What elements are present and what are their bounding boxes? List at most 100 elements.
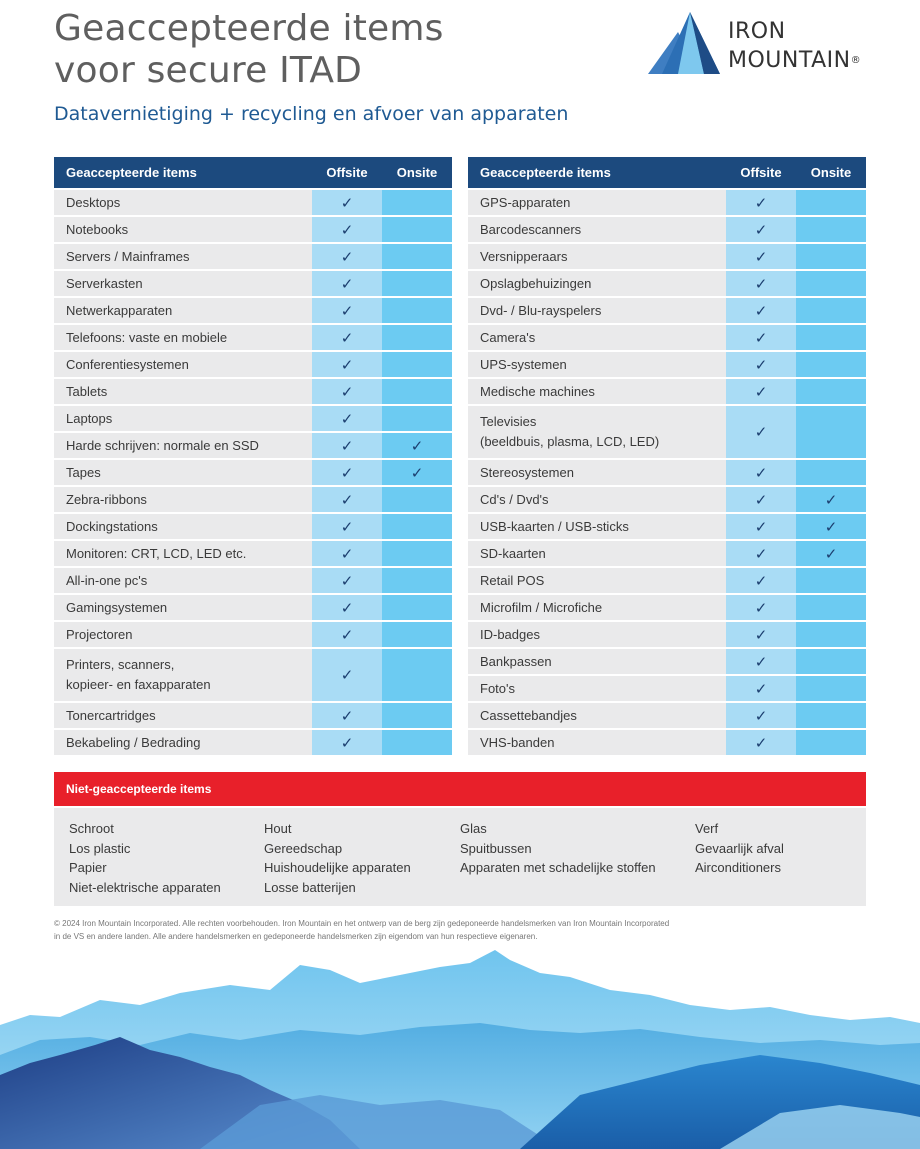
item-name-text: Versnipperaars xyxy=(480,247,567,267)
page-title: Geaccepteerde items voor secure ITAD xyxy=(54,8,444,92)
item-name: Foto's xyxy=(468,676,726,701)
item-name-text: ID-badges xyxy=(480,625,540,645)
table-row: All-in-one pc's ✓ xyxy=(54,568,452,593)
not-accepted-item: Niet-elektrische apparaten xyxy=(69,880,221,896)
item-name-line1: SD-kaarten xyxy=(480,545,546,561)
not-accepted-list: Schroot Los plastic Papier Niet-elektrische… xyxy=(54,808,866,906)
item-name: Cd's / Dvd's xyxy=(468,487,726,512)
item-name: Tablets xyxy=(54,379,312,404)
onsite-cell xyxy=(382,352,452,377)
item-name: Microfilm / Microfiche xyxy=(468,595,726,620)
onsite-cell xyxy=(382,487,452,512)
item-name: Camera's xyxy=(468,325,726,350)
table-row: USB-kaarten / USB-sticks ✓ ✓ xyxy=(468,514,866,539)
copyright-notice: © 2024 Iron Mountain Incorporated. Alle … xyxy=(54,918,774,943)
item-name: GPS-apparaten xyxy=(468,190,726,215)
item-name: SD-kaarten xyxy=(468,541,726,566)
item-name: Harde schrijven: normale en SSD xyxy=(54,433,312,458)
checkmark-icon: ✓ xyxy=(754,598,768,617)
checkmark-icon: ✓ xyxy=(340,247,354,266)
checkmark-icon: ✓ xyxy=(754,544,768,563)
onsite-cell xyxy=(382,568,452,593)
table-row: Zebra-ribbons ✓ xyxy=(54,487,452,512)
logo-text: IRON MOUNTAIN® xyxy=(728,17,861,75)
offsite-cell: ✓ xyxy=(312,379,382,404)
onsite-cell xyxy=(796,244,866,269)
item-name-text: Retail POS xyxy=(480,571,544,591)
item-name-line1: Tonercartridges xyxy=(66,707,156,723)
checkmark-icon: ✓ xyxy=(340,625,354,644)
onsite-cell xyxy=(382,703,452,728)
item-name-text: Televisies (beeldbuis, plasma, LCD, LED) xyxy=(480,412,659,452)
item-name-text: Bankpassen xyxy=(480,652,552,672)
item-name-line1: ID-badges xyxy=(480,626,540,642)
item-name-line2: kopieer- en faxapparaten xyxy=(66,677,211,692)
checkmark-icon: ✓ xyxy=(340,598,354,617)
item-name: Tonercartridges xyxy=(54,703,312,728)
offsite-cell: ✓ xyxy=(726,244,796,269)
table-row: Bekabeling / Bedrading ✓ xyxy=(54,730,452,755)
offsite-cell: ✓ xyxy=(726,352,796,377)
not-accepted-column: Verf Gevaarlijk afval Airconditioners xyxy=(695,819,784,878)
table-header: Geaccepteerde items Offsite Onsite xyxy=(54,157,452,188)
offsite-cell: ✓ xyxy=(726,595,796,620)
offsite-cell: ✓ xyxy=(726,406,796,458)
offsite-cell: ✓ xyxy=(726,190,796,215)
offsite-cell: ✓ xyxy=(726,217,796,242)
item-name-line1: Barcodescanners xyxy=(480,221,582,237)
table-row: Microfilm / Microfiche ✓ xyxy=(468,595,866,620)
onsite-cell xyxy=(382,190,452,215)
header-items: Geaccepteerde items xyxy=(66,165,197,180)
item-name-line1: Cassettebandjes xyxy=(480,707,577,723)
offsite-cell: ✓ xyxy=(312,325,382,350)
table-row: Tonercartridges ✓ xyxy=(54,703,452,728)
not-accepted-item: Gevaarlijk afval xyxy=(695,840,784,856)
item-name-line1: Microfilm / Microfiche xyxy=(480,599,603,615)
offsite-cell: ✓ xyxy=(312,649,382,701)
item-name-line1: Serverkasten xyxy=(66,275,143,291)
item-name-line1: UPS-systemen xyxy=(480,356,567,372)
offsite-cell: ✓ xyxy=(726,703,796,728)
offsite-cell: ✓ xyxy=(312,595,382,620)
checkmark-icon: ✓ xyxy=(754,355,768,374)
table-row: Barcodescanners ✓ xyxy=(468,217,866,242)
onsite-cell: ✓ xyxy=(796,514,866,539)
table-row: Versnipperaars ✓ xyxy=(468,244,866,269)
checkmark-icon: ✓ xyxy=(824,517,838,536)
offsite-cell: ✓ xyxy=(726,460,796,485)
table-row: Gamingsystemen ✓ xyxy=(54,595,452,620)
mountain-logo-icon xyxy=(648,12,720,74)
offsite-cell: ✓ xyxy=(312,703,382,728)
offsite-cell: ✓ xyxy=(312,271,382,296)
copyright-line1: © 2024 Iron Mountain Incorporated. Alle … xyxy=(54,919,670,928)
table-row: Tablets ✓ xyxy=(54,379,452,404)
item-name-line1: Laptops xyxy=(66,410,113,426)
item-name: Servers / Mainframes xyxy=(54,244,312,269)
not-accepted-title: Niet-geaccepteerde items xyxy=(54,772,866,806)
item-name-line1: Stereosystemen xyxy=(480,464,574,480)
item-name: Bankpassen xyxy=(468,649,726,674)
mountain-landscape-illustration xyxy=(0,950,920,1149)
offsite-cell: ✓ xyxy=(312,622,382,647)
onsite-cell xyxy=(796,649,866,674)
not-accepted-item: Gereedschap xyxy=(264,840,343,856)
header-onsite: Onsite xyxy=(396,165,438,180)
table-header: Geaccepteerde items Offsite Onsite xyxy=(468,157,866,188)
onsite-cell xyxy=(796,730,866,755)
onsite-cell xyxy=(382,595,452,620)
not-accepted-column: Schroot Los plastic Papier Niet-elektrische… xyxy=(69,819,221,898)
item-name-line1: Bekabeling / Bedrading xyxy=(66,734,201,750)
offsite-cell: ✓ xyxy=(726,676,796,701)
offsite-cell: ✓ xyxy=(312,514,382,539)
item-name-line1: Dockingstations xyxy=(66,518,158,534)
onsite-cell: ✓ xyxy=(796,541,866,566)
item-name-line1: USB-kaarten / USB-sticks xyxy=(480,518,629,534)
not-accepted-item: Spuitbussen xyxy=(460,840,532,856)
checkmark-icon: ✓ xyxy=(340,220,354,239)
checkmark-icon: ✓ xyxy=(754,328,768,347)
onsite-cell xyxy=(382,379,452,404)
onsite-cell xyxy=(796,352,866,377)
item-name: Versnipperaars xyxy=(468,244,726,269)
table-row: UPS-systemen ✓ xyxy=(468,352,866,377)
onsite-cell xyxy=(796,379,866,404)
